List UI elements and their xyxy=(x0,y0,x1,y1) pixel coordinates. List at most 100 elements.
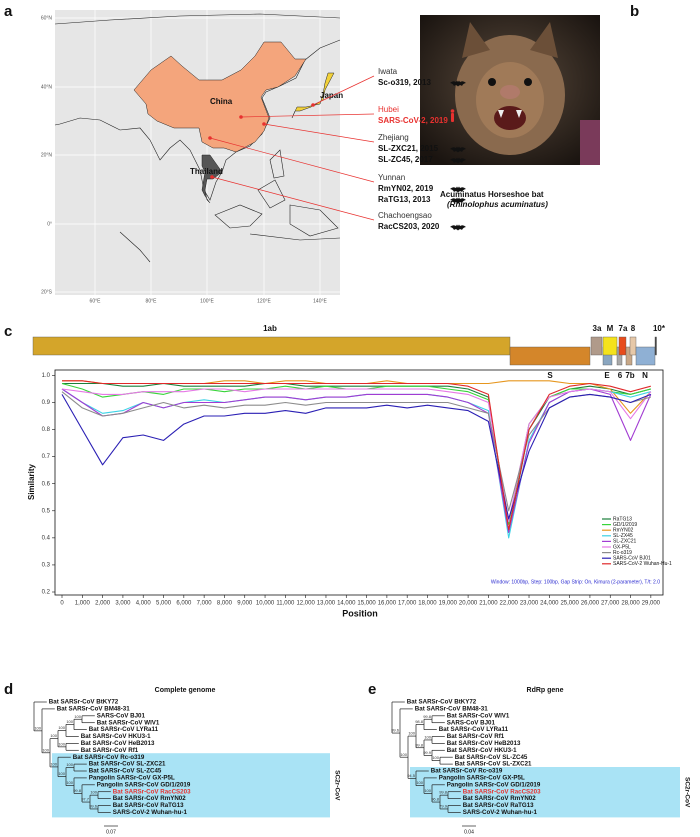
site-strain: SL-ZXC21, 2015 xyxy=(378,144,439,153)
leaf-label: Pangolin SARSr-CoV GD/1/2019 xyxy=(447,781,541,788)
host-icons xyxy=(450,80,466,231)
legend-label: RmYN02 xyxy=(613,528,634,534)
scale-label: 0.04 xyxy=(464,829,474,835)
lat-label: 20°N xyxy=(41,152,53,158)
x-tick-label: 19,000 xyxy=(439,601,458,607)
bootstrap: 96.8 xyxy=(431,797,440,802)
x-tick-label: 18,000 xyxy=(418,601,437,607)
site-strain: RaTG13, 2013 xyxy=(378,195,431,204)
y-tick-label: 0.8 xyxy=(42,427,51,433)
legend-label: RaTG13 xyxy=(613,516,632,522)
y-tick-label: 0.3 xyxy=(42,563,51,569)
gene-box xyxy=(654,336,657,356)
bootstrap: 100 xyxy=(42,747,49,752)
lat-label: 60°N xyxy=(41,15,53,21)
x-tick-label: 26,000 xyxy=(581,601,600,607)
series-line xyxy=(61,388,652,533)
gene-box xyxy=(509,346,591,366)
lon-label: 100°E xyxy=(200,298,214,304)
leaf-label: Bat SARSr-CoV SL-ZXC21 xyxy=(455,761,532,768)
leaf-label: Bat SARSr-CoV RacCS203 xyxy=(463,788,541,795)
x-tick-label: 15,000 xyxy=(357,601,376,607)
bootstrap: 100 xyxy=(74,714,81,719)
legend-label: SARS-CoV BJ01 xyxy=(613,556,651,562)
gene-label: 7a xyxy=(619,324,628,333)
bootstrap: 100 xyxy=(50,761,57,766)
panel-label: a xyxy=(4,3,13,20)
legend-label: GD/1/2019 xyxy=(613,522,637,528)
series-line xyxy=(62,380,651,531)
x-tick-label: 23,000 xyxy=(520,601,539,607)
leaf-label: Bat SARSr-CoV RacCS203 xyxy=(113,788,191,795)
islands xyxy=(119,149,341,263)
bootstrap: 100 xyxy=(66,762,73,767)
bootstrap: 99.8 xyxy=(439,790,448,795)
bootstrap: 100 xyxy=(424,735,431,740)
panel-label: c xyxy=(4,323,12,340)
clade-box xyxy=(410,767,680,818)
x-tick-label: 13,000 xyxy=(317,601,336,607)
leaf-label: Bat SARSr-CoV LYRa11 xyxy=(89,726,159,733)
gene-label: 8 xyxy=(631,324,636,333)
plot-note: Window: 1000bp, Step: 100bp, Gap Strip: … xyxy=(491,579,660,585)
site-leader xyxy=(209,137,375,183)
x-tick-label: 21,000 xyxy=(479,601,498,607)
site-dot xyxy=(262,122,266,126)
bootstrap: 100 xyxy=(66,780,73,785)
leaf-label: SARS-CoV-2 Wuhan-hu-1 xyxy=(113,809,188,816)
lon-label: 140°E xyxy=(313,298,327,304)
bootstrap: 99.6 xyxy=(391,728,400,733)
x-tick-label: 2,000 xyxy=(95,601,111,607)
bootstrap: 100 xyxy=(90,790,97,795)
photo-caption: Acuminatus Horseshoe bat xyxy=(440,190,544,199)
leaf-label: Bat SARSr-CoV WIV1 xyxy=(447,712,510,719)
site-dot xyxy=(239,115,243,119)
gene-box xyxy=(635,346,656,366)
leaf-label: Bat SARSr-CoV SL-ZXC21 xyxy=(89,761,166,768)
x-tick-label: 12,000 xyxy=(296,601,315,607)
gene-box xyxy=(32,336,511,356)
country-label: Thailand xyxy=(190,167,223,176)
leaf-label: Bat SARSr-CoV HKU3-1 xyxy=(447,747,517,754)
site-place: Iwata xyxy=(378,67,398,76)
plot-frame xyxy=(54,369,664,596)
bootstrap: 99.9 xyxy=(423,750,432,755)
site-place: Yunnan xyxy=(378,173,405,182)
y-tick-label: 0.2 xyxy=(42,590,51,596)
tree-title: Complete genome xyxy=(155,687,216,694)
site-place: Chachoengsao xyxy=(378,211,432,220)
lat-label: 20°S xyxy=(41,289,53,295)
bootstrap: 97.7 xyxy=(81,797,90,802)
panel-label: d xyxy=(4,681,13,698)
legend-label: GX-P5L xyxy=(613,544,631,550)
bootstrap: 94.5 xyxy=(407,773,416,778)
x-tick-label: 0 xyxy=(60,601,64,607)
japan xyxy=(291,72,335,119)
x-tick-label: 22,000 xyxy=(500,601,519,607)
x-tick-label: 5,000 xyxy=(156,601,172,607)
leaf-label: Bat SARSr-CoV HeB2013 xyxy=(447,740,521,747)
site-strain: SARS-CoV-2, 2019 xyxy=(378,116,448,125)
y-tick-label: 0.6 xyxy=(42,481,51,487)
coastline xyxy=(54,13,341,201)
bootstrap: 99.6 xyxy=(89,804,98,809)
bootstrap: 98.8 xyxy=(415,719,424,724)
lon-label: 60°E xyxy=(90,298,102,304)
leaf-label: Bat SARSr-CoV Rf1 xyxy=(81,747,139,754)
bootstrap: 100 xyxy=(400,752,407,757)
leaf-label: Bat SARSr-CoV RaTG13 xyxy=(113,802,184,809)
thailand xyxy=(201,154,223,204)
gene-label: E xyxy=(604,371,610,380)
y-tick-label: 0.4 xyxy=(42,535,51,541)
site-strain: RacCS203, 2020 xyxy=(378,222,440,231)
x-tick-label: 11,000 xyxy=(276,601,295,607)
leaf-label: Bat SARSr-CoV BM48-31 xyxy=(57,706,130,713)
site-leader xyxy=(211,176,375,221)
bootstrap: 100 xyxy=(58,741,65,746)
site-place: Hubei xyxy=(378,105,399,114)
leaf-label: Pangolin SARSr-CoV GX-P5L xyxy=(89,775,175,782)
series-line xyxy=(61,388,651,539)
site-strain: SL-ZC45, 2017 xyxy=(378,155,433,164)
leaf-label: Bat SARSr-CoV BM48-31 xyxy=(415,706,488,713)
